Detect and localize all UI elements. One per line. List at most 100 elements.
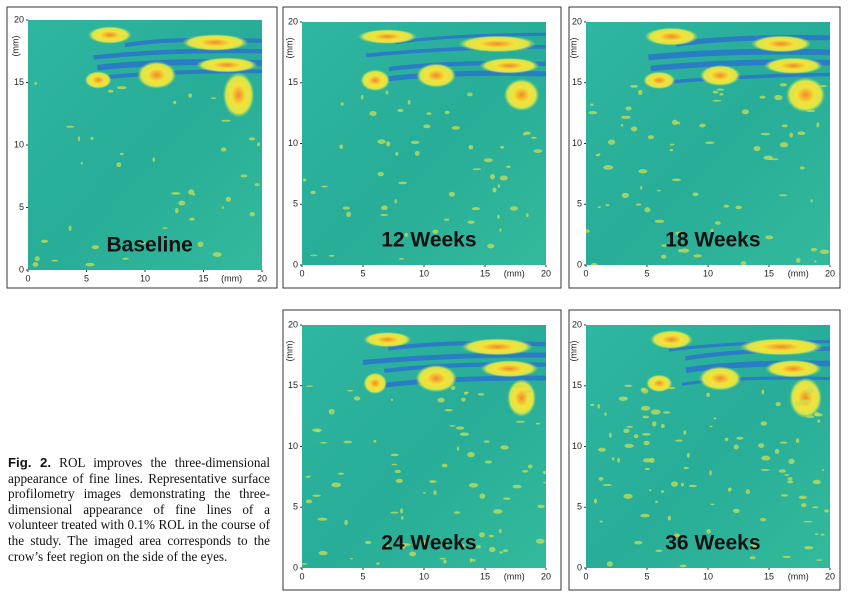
y-tick-label: 0 bbox=[19, 264, 24, 274]
speck bbox=[240, 174, 248, 178]
speck bbox=[778, 194, 788, 197]
speck bbox=[350, 557, 354, 560]
speck bbox=[467, 451, 475, 458]
speck bbox=[602, 484, 612, 487]
x-unit: (mm) bbox=[504, 268, 525, 278]
blob bbox=[480, 360, 539, 378]
speck bbox=[469, 558, 476, 562]
x-tick-label: 10 bbox=[140, 273, 150, 283]
speck bbox=[77, 136, 81, 142]
speck bbox=[795, 438, 800, 443]
x-tick-label: 0 bbox=[583, 268, 588, 278]
speck bbox=[432, 229, 439, 234]
speck bbox=[727, 487, 731, 492]
speck bbox=[472, 168, 482, 171]
speck bbox=[640, 513, 650, 518]
y-tick-label: 10 bbox=[288, 441, 298, 451]
speck bbox=[781, 124, 788, 128]
blob bbox=[360, 69, 391, 92]
y-unit: (mm) bbox=[568, 38, 578, 59]
speck bbox=[795, 400, 803, 407]
speck bbox=[774, 449, 780, 454]
speck bbox=[399, 544, 405, 550]
speck bbox=[597, 206, 601, 208]
speck bbox=[312, 428, 322, 432]
y-tick-label: 20 bbox=[14, 14, 24, 24]
x-tick-label: 20 bbox=[541, 268, 551, 278]
speck bbox=[506, 165, 511, 169]
y-unit: (mm) bbox=[568, 341, 578, 362]
speck bbox=[369, 110, 377, 117]
x-tick-label: 15 bbox=[764, 571, 774, 581]
speck bbox=[670, 481, 678, 487]
speck bbox=[391, 463, 397, 466]
speck bbox=[787, 477, 793, 481]
speck bbox=[624, 443, 634, 448]
speck bbox=[806, 109, 816, 113]
speck bbox=[513, 384, 523, 388]
speck bbox=[500, 145, 505, 149]
profilometry-image bbox=[302, 22, 546, 265]
speck bbox=[618, 396, 628, 401]
panel-label: 24 Weeks bbox=[381, 532, 476, 555]
speck bbox=[796, 257, 801, 263]
blob bbox=[357, 29, 417, 44]
speck bbox=[650, 409, 661, 415]
speck bbox=[254, 183, 260, 187]
x-unit: (mm) bbox=[504, 571, 525, 581]
speck bbox=[248, 137, 256, 141]
speck bbox=[188, 93, 193, 98]
speck bbox=[779, 142, 789, 148]
speck bbox=[810, 199, 813, 203]
speck bbox=[51, 259, 59, 262]
speck bbox=[487, 243, 495, 249]
speck bbox=[462, 543, 465, 548]
speck bbox=[638, 169, 648, 174]
speck bbox=[328, 408, 335, 415]
speck bbox=[667, 515, 672, 521]
speck bbox=[441, 463, 448, 468]
speck bbox=[518, 411, 526, 415]
speck bbox=[760, 132, 771, 136]
speck bbox=[630, 84, 639, 88]
speck bbox=[683, 466, 689, 470]
y-tick-label: 5 bbox=[577, 502, 582, 512]
x-tick-label: 10 bbox=[419, 571, 429, 581]
speck bbox=[459, 432, 470, 437]
speck bbox=[318, 550, 328, 556]
speck bbox=[591, 262, 598, 265]
streak bbox=[93, 48, 262, 60]
speck bbox=[819, 85, 828, 88]
speck bbox=[605, 204, 610, 207]
speck bbox=[116, 86, 127, 90]
speck bbox=[709, 425, 713, 428]
blob bbox=[650, 330, 693, 349]
speck bbox=[467, 92, 473, 97]
speck bbox=[779, 83, 788, 87]
speck bbox=[444, 110, 450, 115]
speck bbox=[732, 508, 740, 513]
speck bbox=[637, 89, 643, 95]
streak bbox=[648, 48, 830, 61]
speck bbox=[598, 153, 601, 156]
y-tick-label: 5 bbox=[293, 502, 298, 512]
panel-label: 36 Weeks bbox=[665, 532, 760, 555]
speck bbox=[597, 404, 600, 409]
speck bbox=[669, 143, 675, 146]
speck bbox=[68, 225, 72, 232]
speck bbox=[398, 257, 404, 260]
speck bbox=[66, 125, 75, 128]
speck bbox=[306, 385, 313, 388]
speck bbox=[398, 181, 407, 185]
speck bbox=[673, 533, 680, 538]
speck bbox=[714, 221, 721, 225]
y-tick-label: 0 bbox=[293, 259, 298, 269]
speck bbox=[635, 203, 642, 206]
speck bbox=[221, 119, 231, 122]
speck bbox=[761, 455, 771, 461]
panel-label: 18 Weeks bbox=[665, 229, 760, 252]
speck bbox=[782, 555, 792, 559]
speck bbox=[321, 185, 329, 188]
panel: Baseline 0 5 10 15 20 0 5 10 15 20 (mm) (mm) bbox=[6, 6, 278, 289]
speck bbox=[692, 192, 699, 197]
